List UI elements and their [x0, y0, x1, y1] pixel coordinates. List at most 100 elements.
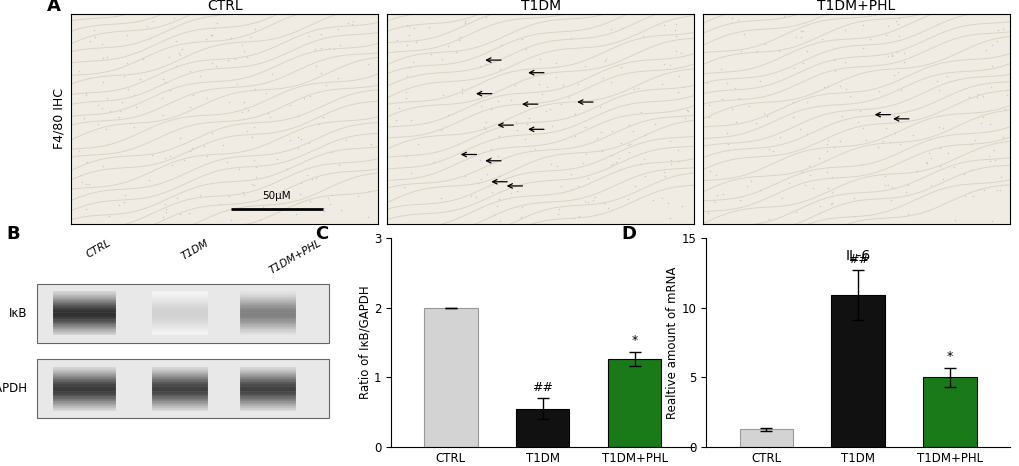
Point — [279, 165, 296, 172]
Point — [931, 163, 948, 170]
Point — [584, 196, 600, 203]
Point — [712, 95, 729, 103]
Point — [920, 135, 936, 143]
Point — [432, 194, 448, 202]
Text: *: * — [946, 350, 952, 363]
Point — [964, 192, 980, 200]
Point — [836, 27, 852, 34]
Point — [406, 25, 422, 32]
Point — [788, 34, 804, 41]
Point — [842, 92, 858, 99]
Point — [330, 25, 346, 33]
Point — [785, 98, 801, 106]
Point — [469, 179, 485, 187]
Point — [212, 200, 228, 207]
Point — [566, 214, 582, 221]
Point — [560, 94, 577, 101]
Point — [869, 143, 886, 151]
Point — [838, 85, 854, 93]
Bar — [424, 308, 477, 447]
Point — [397, 95, 414, 102]
Point — [162, 153, 178, 160]
Point — [785, 64, 801, 72]
Point — [198, 35, 214, 43]
Point — [798, 98, 814, 105]
Point — [981, 158, 998, 165]
Point — [611, 166, 628, 174]
Point — [879, 181, 896, 188]
Point — [997, 106, 1013, 113]
Point — [801, 162, 817, 170]
Point — [87, 33, 103, 41]
Point — [180, 209, 197, 217]
Point — [173, 45, 190, 53]
Point — [135, 55, 151, 62]
Point — [771, 133, 788, 141]
Point — [855, 124, 871, 131]
Point — [845, 212, 861, 220]
Point — [793, 27, 809, 34]
Point — [491, 65, 507, 73]
Point — [671, 157, 687, 164]
Point — [819, 184, 836, 192]
Point — [667, 48, 684, 55]
Point — [854, 21, 870, 29]
Point — [176, 157, 193, 164]
Point — [432, 126, 448, 133]
Point — [627, 182, 643, 189]
Point — [168, 63, 184, 70]
Point — [81, 180, 97, 187]
Point — [199, 94, 215, 102]
Point — [701, 167, 717, 175]
Point — [594, 148, 610, 155]
Point — [344, 17, 361, 25]
Point — [846, 195, 862, 202]
Point — [679, 108, 695, 115]
Point — [921, 182, 937, 189]
Point — [927, 77, 944, 84]
Point — [318, 82, 334, 89]
Point — [468, 193, 484, 200]
Point — [233, 41, 250, 49]
Point — [502, 189, 519, 196]
Text: C: C — [315, 225, 328, 243]
Point — [645, 196, 661, 204]
Point — [70, 67, 87, 75]
Point — [814, 83, 830, 90]
Point — [891, 140, 907, 148]
Point — [120, 85, 137, 93]
Point — [274, 188, 290, 195]
Point — [244, 180, 260, 187]
Point — [876, 172, 893, 180]
Point — [603, 128, 620, 135]
Point — [244, 133, 260, 141]
Point — [668, 88, 685, 96]
Point — [158, 206, 174, 213]
Point — [307, 46, 323, 53]
Point — [164, 162, 180, 169]
Point — [792, 33, 808, 41]
Point — [111, 113, 127, 120]
Point — [620, 195, 636, 203]
Point — [439, 42, 455, 49]
Point — [971, 185, 987, 192]
Point — [938, 149, 955, 157]
Point — [981, 121, 998, 128]
Point — [181, 147, 198, 155]
Point — [588, 134, 604, 142]
Point — [131, 75, 148, 83]
Point — [747, 119, 763, 126]
Point — [977, 46, 994, 54]
Point — [101, 107, 117, 115]
Point — [170, 49, 186, 56]
Point — [450, 37, 467, 44]
Point — [472, 62, 488, 69]
Point — [632, 109, 648, 116]
Point — [360, 60, 376, 68]
Point — [794, 60, 810, 67]
Point — [946, 217, 962, 224]
Point — [489, 97, 505, 104]
Point — [543, 122, 559, 130]
Point — [570, 80, 586, 87]
Point — [534, 90, 550, 97]
